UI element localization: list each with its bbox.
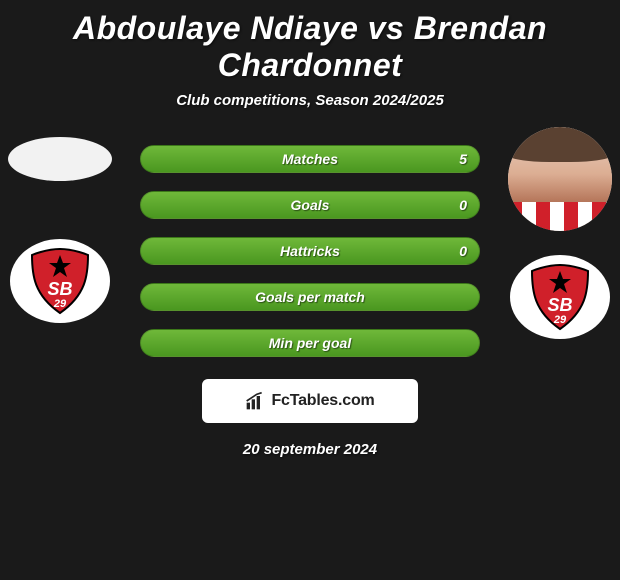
page-subtitle: Club competitions, Season 2024/2025	[0, 88, 620, 127]
right-club-crest: SB 29	[510, 255, 610, 339]
svg-text:29: 29	[53, 298, 67, 310]
left-club-crest: SB 29	[10, 239, 110, 323]
stat-bar-min-per-goal: Min per goal	[140, 329, 480, 357]
site-badge[interactable]: FcTables.com	[202, 379, 418, 423]
footer-date: 20 september 2024	[0, 441, 620, 458]
stat-label: Min per goal	[269, 335, 351, 351]
svg-text:SB: SB	[547, 295, 572, 315]
svg-text:29: 29	[553, 314, 567, 326]
bar-chart-icon	[245, 391, 265, 411]
stat-bar-goals: Goals 0	[140, 191, 480, 219]
site-name: FcTables.com	[271, 392, 374, 410]
stat-label: Goals per match	[255, 289, 365, 305]
shield-icon: SB 29	[24, 245, 96, 317]
svg-text:SB: SB	[47, 279, 72, 299]
stat-value-right: 5	[459, 151, 467, 167]
stat-label: Goals	[291, 197, 330, 213]
shield-icon: SB 29	[524, 261, 596, 333]
stat-bar-goals-per-match: Goals per match	[140, 283, 480, 311]
stat-label: Matches	[282, 151, 338, 167]
left-player-avatar	[8, 137, 112, 181]
right-player-column: SB 29	[508, 127, 612, 339]
stat-value-right: 0	[459, 197, 467, 213]
stat-label: Hattricks	[280, 243, 340, 259]
comparison-panel: SB 29 SB 29 Matches 5 Goals 0 Hattri	[0, 127, 620, 458]
page-title: Abdoulaye Ndiaye vs Brendan Chardonnet	[0, 0, 620, 88]
left-player-column: SB 29	[8, 127, 112, 323]
right-player-avatar	[508, 127, 612, 231]
stat-bar-hattricks: Hattricks 0	[140, 237, 480, 265]
player-photo-icon	[508, 127, 612, 231]
stat-value-right: 0	[459, 243, 467, 259]
stat-bar-matches: Matches 5	[140, 145, 480, 173]
stat-bars: Matches 5 Goals 0 Hattricks 0 Goals per …	[140, 127, 480, 357]
